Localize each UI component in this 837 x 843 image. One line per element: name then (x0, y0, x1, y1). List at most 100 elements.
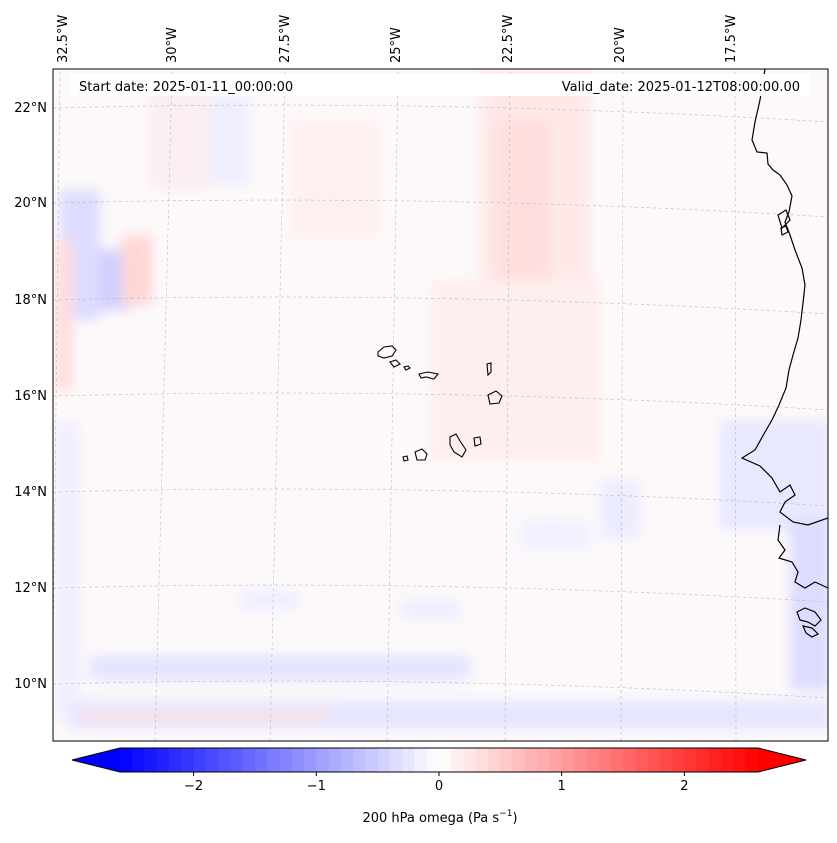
colorbar-segment (144, 748, 158, 772)
lon-label: 17.5°W (724, 15, 739, 63)
colorbar-segment (524, 748, 538, 772)
colorbar-segment (721, 748, 734, 772)
colorbar-segment (733, 748, 747, 772)
colorbar-ticks: −2 −1 0 1 2 (184, 772, 689, 794)
date-banner-background (70, 74, 810, 96)
colorbar-segment (230, 748, 244, 772)
colorbar-segment (169, 748, 182, 772)
colorbar-segment (426, 748, 440, 772)
latitude-labels: 22°N 20°N 18°N 16°N 14°N 12°N 10°N (14, 101, 47, 692)
colorbar-segment (537, 748, 550, 772)
longitude-labels: 32.5°W 30°W 27.5°W 25°W 22.5°W 20°W 17.5… (56, 15, 739, 63)
start-date-label: Start date: 2025-01-11_00:00:00 (79, 80, 293, 95)
colorbar-segment (389, 748, 403, 772)
island-sal (486, 362, 492, 377)
colorbar-segment (193, 748, 207, 772)
map-frame (52, 68, 829, 742)
colorbar-segment (254, 748, 268, 772)
colorbar-segment (488, 748, 501, 772)
lat-label: 12°N (14, 581, 47, 596)
lat-label: 20°N (14, 196, 47, 211)
island-santiago (449, 433, 467, 458)
colorbar-segment (561, 748, 575, 772)
island-boa-vista (487, 390, 503, 405)
lon-label: 30°W (165, 27, 180, 63)
colorbar-segment (659, 748, 673, 772)
colorbar-segment (635, 748, 649, 772)
colorbar-segment (132, 748, 146, 772)
colorbar-segment (500, 748, 514, 772)
map-panel: Start date: 2025-01-11_00:00:00 Valid_da… (53, 69, 828, 741)
colorbar-segment (745, 748, 759, 772)
colorbar-segment (573, 748, 587, 772)
lat-label: 14°N (14, 485, 47, 500)
lon-label: 27.5°W (278, 15, 293, 63)
colorbar-segment (610, 748, 624, 772)
colorbar-segment (156, 748, 170, 772)
colorbar-max-extend (758, 748, 806, 772)
colorbar-segment (512, 748, 526, 772)
colorbar-segment (316, 748, 330, 772)
colorbar-segment (328, 748, 342, 772)
colorbar-outline (71, 747, 807, 773)
colorbar-segment (340, 748, 354, 772)
colorbar-tick-label: 2 (680, 779, 688, 794)
colorbar: −2 −1 0 1 2 200 hPa omega (Pa s−1) (71, 747, 807, 826)
colorbar-segment (439, 748, 452, 772)
island-brava (402, 455, 409, 462)
colorbar-segment (623, 748, 636, 772)
island-santa-luzia (403, 365, 411, 371)
lat-label: 16°N (14, 389, 47, 404)
colorbar-tick-label: −2 (184, 779, 203, 794)
island-fogo (414, 448, 428, 461)
colorbar-segment (647, 748, 661, 772)
colorbar-segment (291, 748, 305, 772)
colorbar-tick-label: 1 (558, 779, 566, 794)
colorbar-segments (72, 748, 806, 772)
colorbar-segment (708, 748, 722, 772)
cape-verde-islands (377, 345, 503, 462)
colorbar-segment (684, 748, 698, 772)
colorbar-segment (279, 748, 293, 772)
colorbar-segment (365, 748, 379, 772)
lon-label: 32.5°W (56, 15, 71, 63)
colorbar-segment (586, 748, 599, 772)
colorbar-segment (451, 748, 465, 772)
island-santo-antao (377, 345, 397, 359)
colorbar-segment (304, 748, 317, 772)
colorbar-segment (672, 748, 685, 772)
colorbar-segment (463, 748, 477, 772)
colorbar-segment (598, 748, 612, 772)
colorbar-tick-label: 0 (435, 779, 443, 794)
colorbar-tick-label: −1 (307, 779, 326, 794)
colorbar-segment (377, 748, 391, 772)
colorbar-segment (402, 748, 415, 772)
lat-label: 22°N (14, 101, 47, 116)
colorbar-min-extend (72, 748, 120, 772)
lat-label: 10°N (14, 677, 47, 692)
colorbar-segment (475, 748, 489, 772)
lat-label: 18°N (14, 293, 47, 308)
colorbar-segment (353, 748, 366, 772)
colorbar-segment (205, 748, 219, 772)
lon-label: 25°W (389, 27, 404, 63)
colorbar-segment (414, 748, 428, 772)
african-coastline (740, 69, 828, 638)
graticule (53, 71, 828, 741)
lon-label: 20°W (613, 27, 628, 63)
colorbar-label: 200 hPa omega (Pa s−1) (362, 809, 517, 826)
colorbar-segment (181, 748, 195, 772)
island-sao-nicolau (418, 371, 439, 380)
lon-label: 22.5°W (501, 15, 516, 63)
valid-date-label: Valid_date: 2025-01-12T08:00:00.00 (562, 80, 800, 95)
colorbar-segment (218, 748, 231, 772)
colorbar-segment (696, 748, 710, 772)
island-maio (473, 436, 482, 447)
island-sao-vicente (389, 359, 401, 368)
colorbar-segment (120, 748, 133, 772)
colorbar-segment (549, 748, 563, 772)
omega-contour-fill (55, 69, 828, 730)
colorbar-segment (242, 748, 256, 772)
colorbar-segment (267, 748, 280, 772)
